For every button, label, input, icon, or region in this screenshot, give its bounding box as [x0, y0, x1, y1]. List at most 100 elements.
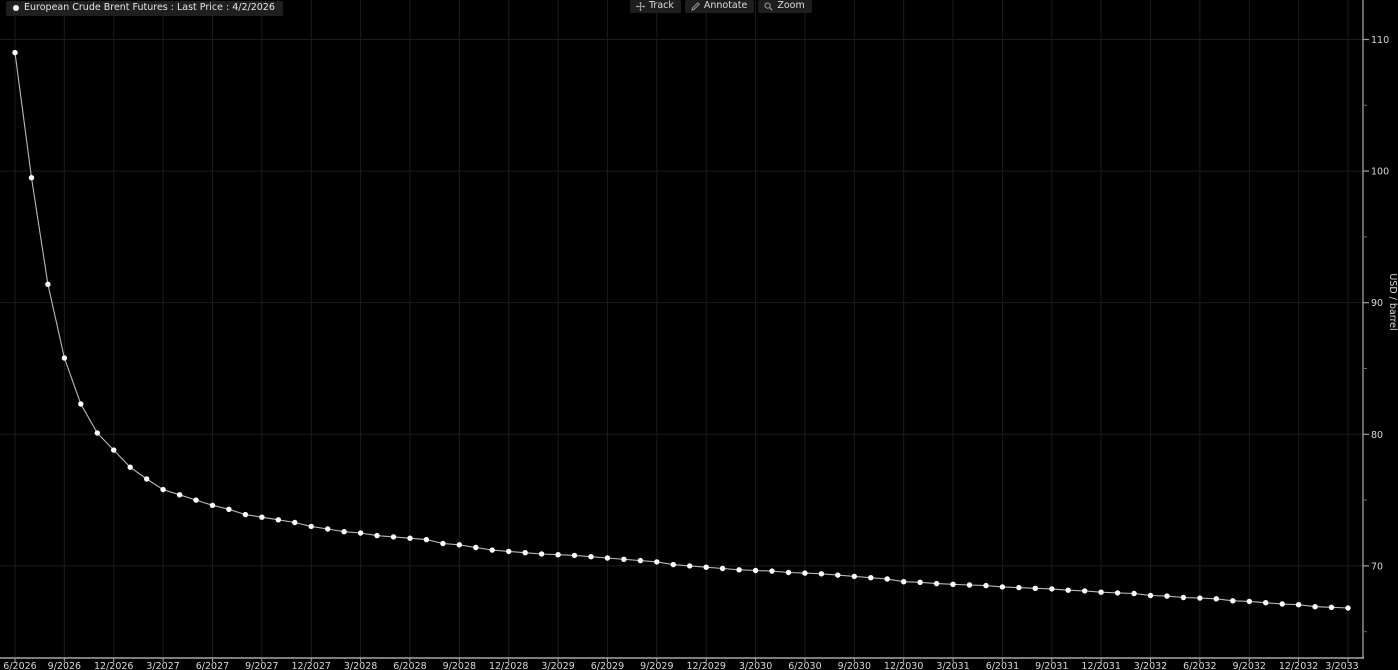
data-point — [670, 561, 676, 568]
magnifier-icon — [764, 2, 774, 11]
series-label: European Crude Brent Futures : Last Pric… — [24, 2, 275, 13]
data-point — [1180, 594, 1187, 601]
data-point — [308, 523, 314, 530]
data-point — [242, 511, 249, 518]
data-point — [1147, 592, 1154, 599]
track-button[interactable]: Track — [630, 0, 681, 13]
data-point — [835, 572, 841, 578]
data-point — [571, 552, 578, 559]
data-point — [341, 529, 347, 535]
crosshair-icon — [636, 1, 645, 11]
series-line — [14, 52, 1349, 609]
data-point — [176, 492, 183, 498]
data-point — [160, 486, 166, 493]
svg-text:12/2032: 12/2032 — [1279, 661, 1318, 670]
data-point — [1295, 602, 1302, 608]
svg-text:12/2027: 12/2027 — [291, 661, 330, 670]
svg-text:6/2029: 6/2029 — [591, 661, 624, 670]
svg-text:USD / barrel: USD / barrel — [1387, 273, 1398, 330]
data-point — [868, 575, 874, 581]
data-point — [983, 582, 989, 589]
data-point — [884, 576, 890, 582]
svg-text:12/2030: 12/2030 — [884, 661, 923, 670]
svg-text:80: 80 — [1371, 430, 1383, 441]
data-point — [127, 464, 133, 470]
data-point — [456, 542, 462, 548]
data-point — [719, 565, 726, 572]
data-point — [1263, 600, 1269, 606]
gridlines — [0, 0, 1363, 658]
data-point — [818, 571, 825, 577]
data-point — [851, 573, 857, 580]
zoom-button[interactable]: Zoom — [758, 0, 812, 13]
data-point — [423, 536, 430, 543]
annotate-button-label: Annotate — [703, 0, 748, 11]
data-point — [950, 581, 956, 587]
data-point — [1164, 593, 1170, 599]
data-point — [325, 526, 331, 532]
data-point — [111, 447, 117, 453]
data-point — [901, 579, 907, 585]
svg-text:3/2029: 3/2029 — [541, 661, 574, 670]
svg-text:9/2031: 9/2031 — [1035, 661, 1068, 670]
data-point — [193, 497, 199, 503]
svg-text:90: 90 — [1371, 298, 1383, 309]
data-point — [703, 564, 709, 570]
data-point — [785, 569, 792, 576]
svg-text:3/2030: 3/2030 — [739, 661, 772, 670]
data-point — [489, 547, 495, 553]
axes — [0, 0, 1369, 662]
data-point — [752, 567, 759, 574]
data-point — [621, 556, 627, 562]
data-point — [1230, 598, 1236, 604]
pencil-icon — [691, 1, 700, 11]
data-point — [1345, 605, 1351, 611]
svg-text:3/2032: 3/2032 — [1134, 661, 1167, 670]
svg-text:9/2030: 9/2030 — [838, 661, 871, 670]
data-point — [1098, 589, 1104, 595]
data-point — [999, 584, 1006, 590]
data-point — [473, 544, 479, 551]
svg-text:3/2027: 3/2027 — [146, 661, 179, 670]
data-point — [1328, 604, 1335, 610]
svg-text:6/2027: 6/2027 — [196, 661, 229, 670]
data-point — [933, 580, 940, 587]
data-point — [1312, 604, 1318, 610]
data-point — [28, 175, 35, 181]
svg-text:6/2026: 6/2026 — [3, 661, 36, 670]
data-point — [144, 476, 150, 482]
data-point — [604, 555, 611, 561]
data-point — [1213, 596, 1220, 602]
data-point — [1049, 586, 1055, 592]
data-point — [555, 552, 561, 558]
svg-text:9/2029: 9/2029 — [640, 661, 673, 670]
data-point — [61, 355, 68, 361]
data-point — [275, 517, 281, 523]
data-point — [226, 506, 232, 512]
series-markers — [12, 49, 1351, 611]
svg-text:9/2027: 9/2027 — [245, 661, 278, 670]
data-point — [94, 430, 101, 436]
svg-text:100: 100 — [1371, 167, 1389, 178]
svg-text:3/2031: 3/2031 — [936, 661, 969, 670]
svg-text:6/2031: 6/2031 — [986, 661, 1019, 670]
data-point — [12, 49, 18, 56]
data-point — [440, 540, 446, 547]
data-point — [522, 550, 528, 556]
data-point — [538, 551, 545, 557]
data-point — [1016, 584, 1022, 591]
svg-text:6/2028: 6/2028 — [393, 661, 426, 670]
annotate-button[interactable]: Annotate — [684, 0, 755, 13]
tick-labels: 110 100 90 80 70 6/2026 9/2026 12/2026 3/2027 6/2… — [3, 35, 1389, 670]
data-point — [1279, 601, 1285, 607]
data-point — [1197, 595, 1203, 601]
data-point — [917, 579, 923, 585]
data-point — [966, 582, 973, 588]
data-point — [1032, 585, 1039, 591]
svg-text:3/2033: 3/2033 — [1325, 661, 1358, 670]
svg-text:3/2028: 3/2028 — [344, 661, 377, 670]
svg-text:110: 110 — [1371, 35, 1389, 46]
data-point — [292, 519, 298, 526]
